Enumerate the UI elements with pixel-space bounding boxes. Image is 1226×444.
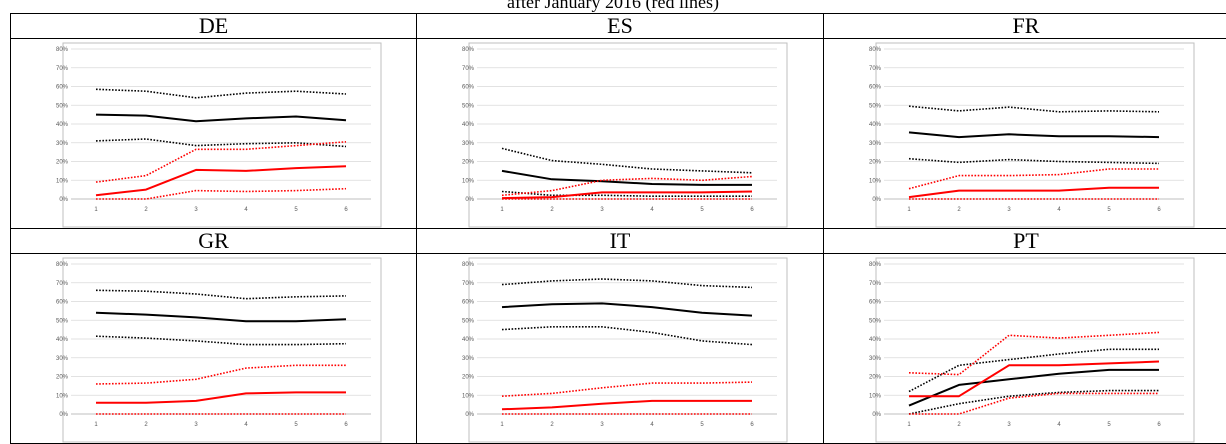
y-tick-label: 30%	[462, 141, 475, 147]
y-tick-label: 60%	[869, 300, 882, 306]
y-tick-label: 40%	[869, 122, 882, 128]
y-tick-label: 0%	[872, 412, 881, 418]
y-tick-label: 10%	[56, 393, 69, 399]
y-tick-label: 0%	[465, 412, 474, 418]
header-row: DE ES FR	[11, 14, 1226, 39]
y-tick-label: 40%	[462, 122, 475, 128]
y-tick-label: 10%	[869, 393, 882, 399]
panel-heading: GR	[11, 229, 417, 254]
y-tick-label: 0%	[59, 412, 68, 418]
y-tick-label: 60%	[869, 85, 882, 91]
y-tick-label: 80%	[869, 262, 882, 268]
y-tick-label: 50%	[462, 318, 475, 324]
y-tick-label: 10%	[462, 178, 475, 184]
y-tick-label: 30%	[869, 141, 882, 147]
y-tick-label: 80%	[462, 262, 475, 268]
y-tick-label: 50%	[869, 318, 882, 324]
y-tick-label: 30%	[462, 356, 475, 362]
y-tick-label: 80%	[462, 47, 475, 53]
y-tick-label: 20%	[869, 375, 882, 381]
y-tick-label: 30%	[869, 356, 882, 362]
y-tick-label: 70%	[869, 66, 882, 72]
y-tick-label: 60%	[56, 85, 69, 91]
y-tick-label: 70%	[56, 281, 69, 287]
y-tick-label: 80%	[869, 47, 882, 53]
y-tick-label: 80%	[56, 262, 69, 268]
y-tick-label: 80%	[56, 47, 69, 53]
y-tick-label: 10%	[56, 178, 69, 184]
y-tick-label: 40%	[462, 337, 475, 343]
panel-heading: ES	[417, 14, 824, 39]
y-tick-label: 50%	[869, 103, 882, 109]
y-tick-label: 0%	[465, 197, 474, 203]
y-tick-label: 30%	[56, 356, 69, 362]
y-tick-label: 20%	[869, 160, 882, 166]
y-tick-label: 60%	[462, 85, 475, 91]
panel-heading: DE	[11, 14, 417, 39]
panel-heading: FR	[824, 14, 1226, 39]
y-tick-label: 30%	[56, 141, 69, 147]
y-tick-label: 0%	[872, 197, 881, 203]
y-tick-label: 70%	[56, 66, 69, 72]
y-tick-label: 50%	[56, 103, 69, 109]
y-tick-label: 50%	[462, 103, 475, 109]
y-tick-label: 20%	[462, 160, 475, 166]
header-row: GR IT PT	[11, 229, 1226, 254]
y-tick-label: 50%	[56, 318, 69, 324]
panel-heading: PT	[824, 229, 1226, 254]
y-tick-label: 10%	[462, 393, 475, 399]
y-tick-label: 70%	[462, 281, 475, 287]
y-tick-label: 40%	[56, 337, 69, 343]
y-tick-label: 70%	[869, 281, 882, 287]
y-tick-label: 40%	[869, 337, 882, 343]
y-tick-label: 70%	[462, 66, 475, 72]
y-tick-label: 0%	[59, 197, 68, 203]
y-tick-label: 20%	[56, 160, 69, 166]
y-tick-label: 60%	[462, 300, 475, 306]
y-tick-label: 60%	[56, 300, 69, 306]
page-title: after January 2016 (red lines)	[0, 0, 1226, 13]
y-tick-label: 20%	[462, 375, 475, 381]
panel-heading: IT	[417, 229, 824, 254]
y-tick-label: 10%	[869, 178, 882, 184]
y-tick-label: 20%	[56, 375, 69, 381]
y-tick-label: 40%	[56, 122, 69, 128]
